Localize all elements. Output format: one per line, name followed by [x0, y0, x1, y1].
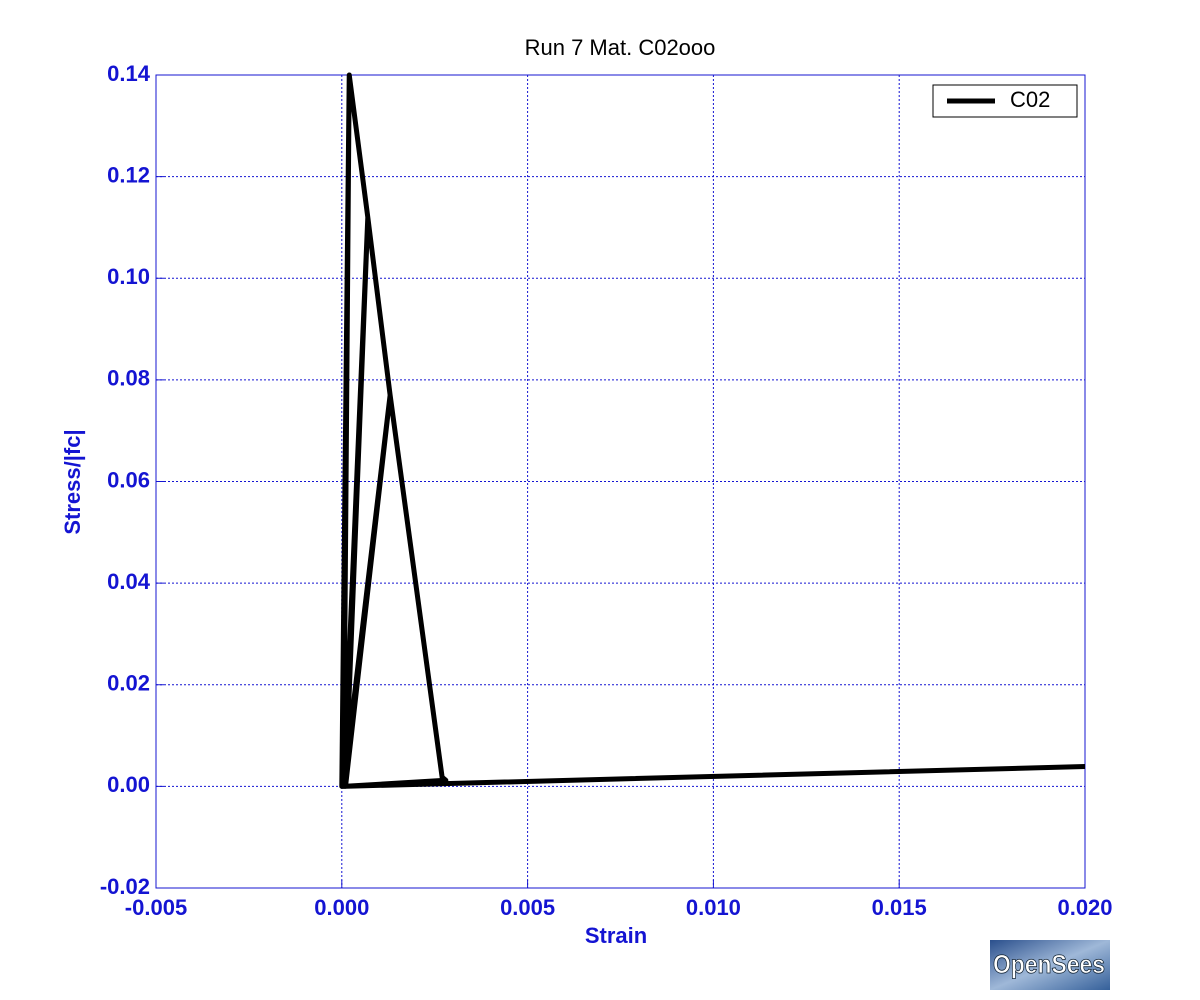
- y-tick-label: -0.02: [100, 874, 150, 899]
- y-tick-label: 0.08: [107, 366, 150, 391]
- y-tick-label: 0.06: [107, 467, 150, 492]
- logo: [990, 940, 1110, 990]
- series-line: [339, 72, 1086, 789]
- plot-frame: [155, 74, 1086, 889]
- logo-text: OpenSees: [993, 949, 1105, 979]
- x-tick-label: 0.010: [686, 895, 741, 920]
- grid: [155, 74, 1086, 889]
- legend-label: C02: [1010, 87, 1050, 112]
- y-tick-label: 0.02: [107, 671, 150, 696]
- x-tick-label: 0.020: [1057, 895, 1112, 920]
- x-tick-label: 0.000: [314, 895, 369, 920]
- legend: C02: [932, 84, 1078, 118]
- chart-title: Run 7 Mat. C02ooo: [525, 35, 716, 60]
- x-axis-label: Strain: [585, 923, 647, 948]
- x-tick-label: 0.005: [500, 895, 555, 920]
- y-tick-label: 0.00: [107, 772, 150, 797]
- y-axis-label: Stress/|fc|: [60, 429, 85, 534]
- y-tick-label: 0.04: [107, 569, 151, 594]
- y-tick-label: 0.10: [107, 264, 150, 289]
- y-tick-label: 0.12: [107, 162, 150, 187]
- y-tick-label: 0.14: [107, 61, 151, 86]
- x-tick-label: 0.015: [872, 895, 927, 920]
- x-tick-label: -0.005: [125, 895, 187, 920]
- marks: [339, 72, 1086, 789]
